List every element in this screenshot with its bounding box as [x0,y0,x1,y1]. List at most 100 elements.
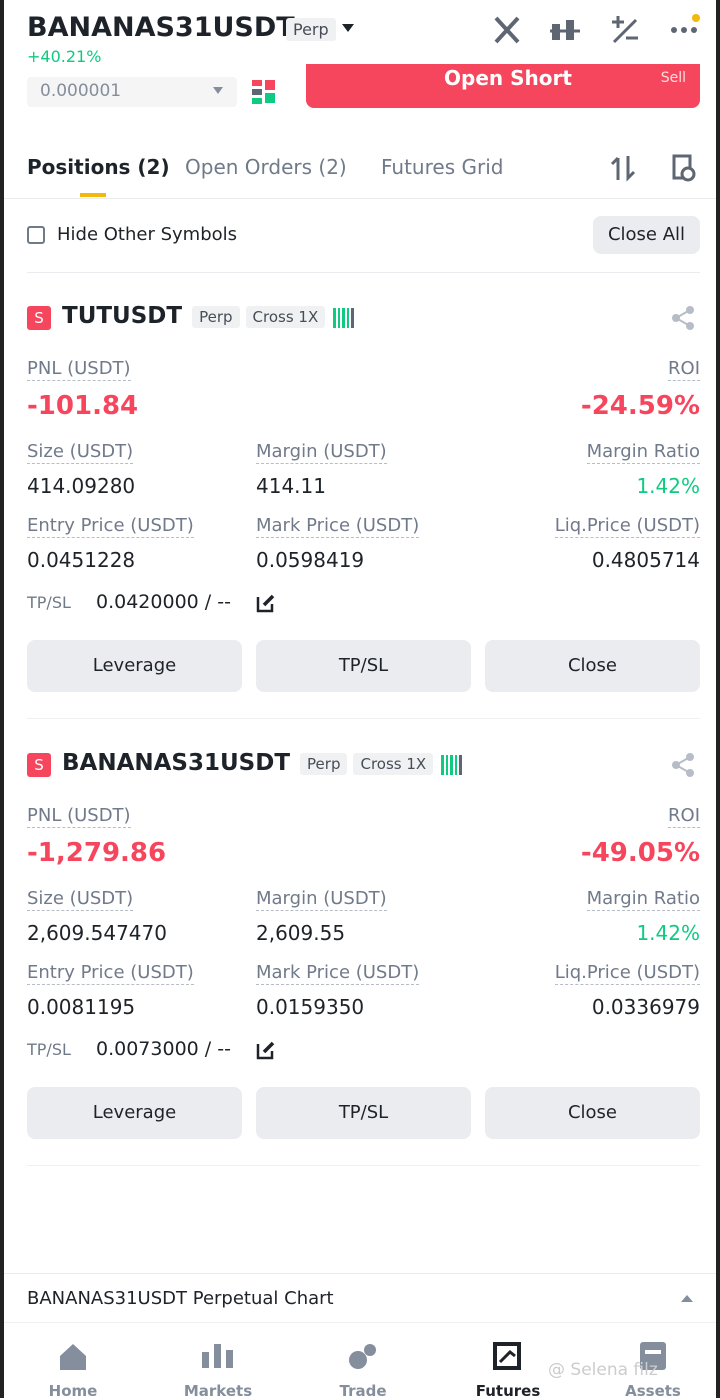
field-label: Liq.Price (USDT) [554,515,700,538]
field-value: 2,609.547470 [27,921,167,945]
field-label: Mark Price (USDT) [256,962,420,985]
button-side: Sell [660,70,686,86]
roi-label: ROI [668,358,700,381]
bar-tick [342,308,345,328]
nav-item[interactable]: Trade [339,1382,387,1400]
field-value: 0.0598419 [256,548,365,572]
bar-tick [450,755,453,775]
button-label: Open Short [444,66,572,90]
expand-icon[interactable] [680,1294,694,1304]
nav-item[interactable]: Assets [625,1382,681,1400]
action-button[interactable]: Close [485,640,700,692]
action-button[interactable]: Leverage [27,640,242,692]
pnl-value: -1,279.86 [27,838,167,868]
roi-value: -49.05% [580,838,700,868]
select-arrow [213,87,223,94]
field-label: Margin Ratio [586,441,700,464]
action-button[interactable]: TP/SL [256,640,471,692]
nav-item[interactable]: Home [48,1382,98,1400]
edit-glyph [256,1041,275,1060]
type-tag: Perp [192,306,240,328]
tab-indicator [80,193,106,197]
field-label: Size (USDT) [27,441,134,464]
position-symbol[interactable]: BANANAS31USDT [62,750,291,776]
field-value: 2,609.55 [256,921,346,945]
pnl-value: -101.84 [27,391,139,421]
field-label: Liq.Price (USDT) [554,962,700,985]
bar-tick [333,308,336,328]
share-icon[interactable] [670,752,696,778]
field-value: 0.0081195 [27,995,136,1019]
field-value: 0.0451228 [27,548,136,572]
bar-tick [454,755,458,775]
chart-bar-label[interactable]: BANANAS31USDT Perpetual Chart [27,1288,334,1309]
bar-tick [441,755,444,775]
field-label: Entry Price (USDT) [27,962,194,985]
dropdown-icon[interactable] [340,22,356,34]
action-button[interactable]: Close [485,1087,700,1139]
divider [4,1322,716,1323]
tab[interactable]: Futures Grid [381,155,504,179]
divider [4,1273,716,1274]
field-value: 1.42% [636,921,700,945]
bar-tick [346,308,350,328]
tab[interactable]: Positions (2) [27,155,170,179]
nav-item[interactable]: Futures [475,1382,541,1400]
field-value: 0.0336979 [591,995,700,1019]
side-badge: S [27,753,51,777]
bar-tick [337,308,341,328]
tpsl-label: TP/SL [27,593,71,612]
bar-tick [351,308,354,328]
price-change: +40.21% [27,47,102,66]
header-icons[interactable] [490,14,700,48]
field-label: Margin (USDT) [256,441,387,464]
divider [27,1165,700,1166]
field-label: Size (USDT) [27,888,134,911]
field-value: 414.09280 [27,474,136,498]
price-step-select[interactable] [27,77,237,107]
strength-bars [333,308,355,328]
field-value: 1.42% [636,474,700,498]
layout-icon[interactable] [252,80,276,104]
divider [27,272,700,273]
nav-item[interactable]: Markets [183,1382,253,1400]
tab[interactable]: Open Orders (2) [185,155,347,179]
tpsl-value: 0.0420000 / -- [96,591,231,613]
field-value: 0.4805714 [591,548,700,572]
edit-icon[interactable] [256,1040,276,1060]
edit-icon[interactable] [256,593,276,613]
position-symbol[interactable]: TUTUSDT [62,303,183,329]
bar-tick [445,755,449,775]
edit-glyph [256,594,275,613]
divider [27,718,700,719]
perp-badge: Perp [286,18,336,41]
roi-value: -24.59% [580,391,700,421]
open-short-button[interactable]: Open Short Sell [306,64,700,108]
mode-tag: Cross 1X [353,753,434,775]
watermark: @ Selena filz [548,1360,658,1380]
bar-tick [459,755,462,775]
share-glyph [672,306,694,330]
tab-tools[interactable] [610,154,700,182]
price-step: 0.000001 [40,81,122,101]
field-label: Margin Ratio [586,888,700,911]
share-icon[interactable] [670,305,696,331]
field-label: Entry Price (USDT) [27,515,194,538]
type-tag: Perp [300,753,348,775]
field-value: 0.0159350 [256,995,365,1019]
edge [716,0,720,1398]
symbol-title[interactable]: BANANAS31USDT [27,12,295,43]
mode-tag: Cross 1X [245,306,326,328]
checkbox-label: Hide Other Symbols [57,224,238,245]
nav-icons [60,1342,666,1370]
field-label: Mark Price (USDT) [256,515,420,538]
action-button[interactable]: Leverage [27,1087,242,1139]
pnl-label: PNL (USDT) [27,358,131,381]
roi-label: ROI [668,805,700,828]
checkbox[interactable] [27,226,45,244]
field-value: 414.11 [256,474,326,498]
close-all-button[interactable]: Close All [593,216,700,254]
share-glyph [672,753,694,777]
action-button[interactable]: TP/SL [256,1087,471,1139]
